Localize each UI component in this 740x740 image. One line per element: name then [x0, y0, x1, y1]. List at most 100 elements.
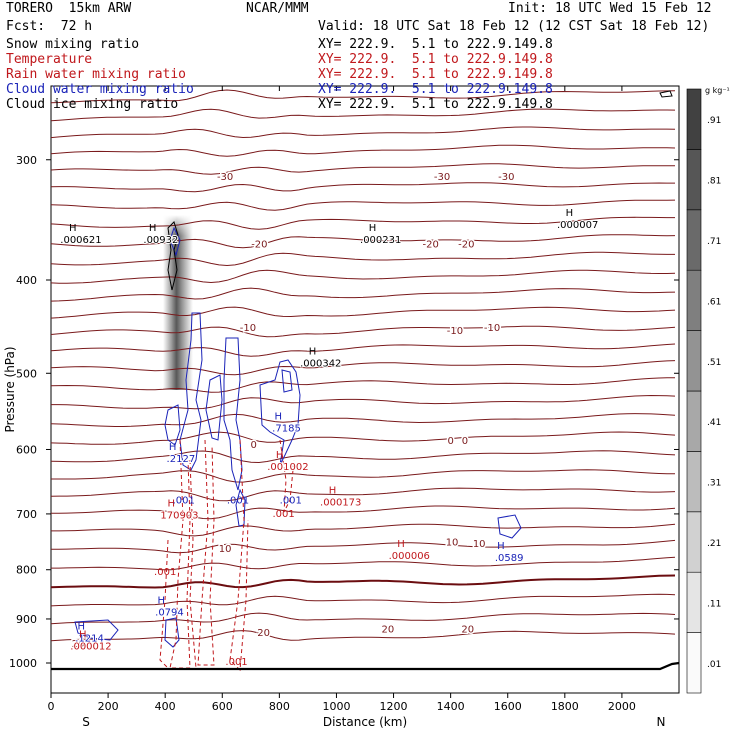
isotherm-line [50, 325, 676, 338]
isotherm-line [51, 539, 676, 554]
cloud-water-contour [179, 312, 203, 471]
x-tick-label: 0 [48, 700, 55, 713]
isotherm-line [50, 182, 675, 193]
y-tick-label: 600 [16, 443, 37, 456]
isotherm-label: 20 [461, 625, 474, 636]
colorbar: .01 .11 .21 .31 .41 .51 .61 .71 .81 .91 g kg⁻¹ [686, 86, 730, 694]
cloud-ice-contour [167, 221, 179, 291]
forecast-hour: Fcst: 72 h [6, 19, 93, 34]
x-tick-label: 1600 [494, 700, 522, 713]
y-tick-label: 800 [16, 564, 37, 577]
colorbar-tick-label: .51 [707, 358, 721, 368]
maximum-value: .1214 [75, 634, 104, 645]
field-snow-label: Snow mixing ratio [6, 37, 140, 52]
x-tick-label: 800 [269, 700, 290, 713]
colorbar-swatch [686, 451, 702, 513]
rain-water-contours [159, 439, 295, 672]
x-tick-label: 200 [98, 700, 119, 713]
maximum-value: .000621 [60, 235, 101, 246]
maximum-value: .000173 [320, 497, 361, 508]
isotherm-label: -10 [447, 326, 463, 337]
colorbar-tick-label: .41 [707, 418, 721, 428]
x-tick-label: 600 [212, 700, 233, 713]
colorbar-swatch [686, 511, 702, 573]
contour-label: .001 [280, 496, 302, 507]
maximum-value: .000342 [300, 359, 341, 370]
isotherm-label: 10 [219, 544, 232, 555]
isotherm-line [50, 612, 676, 625]
cloud-water-contour [497, 514, 522, 539]
cloud-water-contour [223, 337, 243, 491]
colorbar-tick-label: .91 [707, 116, 721, 126]
isotherm-line [50, 360, 676, 376]
maximum-marker: H [79, 629, 87, 640]
colorbar-tick-label: .21 [707, 539, 721, 549]
isotherm-label: -20 [458, 239, 474, 250]
maximum-marker: H [276, 450, 284, 461]
isotherm-label: -30 [434, 172, 450, 183]
maximum-marker: H [566, 208, 574, 219]
y-tick-label: 300 [16, 154, 37, 167]
isotherm-lines [50, 89, 676, 642]
isotherm-line [50, 593, 676, 607]
isotherm-line [50, 163, 676, 175]
isotherm-line [50, 450, 676, 464]
colorbar-swatch [686, 149, 702, 211]
cloud-ice-contours [167, 90, 673, 291]
colorbar-swatch [686, 390, 702, 452]
isotherm-line [51, 505, 676, 520]
isotherm-label: -30 [498, 172, 514, 183]
isotherm-line [50, 269, 676, 284]
cloud-water-contour [164, 617, 180, 648]
maximum-marker: H [369, 223, 377, 234]
isotherm-label: -30 [217, 172, 233, 183]
maximum-marker: H [69, 223, 77, 234]
north-label: N [657, 715, 666, 729]
rain-water-contour [197, 439, 215, 666]
maximum-marker: H [78, 622, 86, 633]
colorbar-swatch [686, 209, 702, 271]
isotherm-line [50, 413, 676, 427]
maximum-marker: H [169, 442, 177, 453]
isotherm-label: 20 [72, 639, 85, 650]
maximum-marker: H [397, 539, 405, 550]
colorbar-swatch [686, 269, 702, 331]
isotherm-line [50, 108, 676, 122]
colorbar-swatch [686, 88, 702, 150]
isotherm-label: 0 [447, 436, 453, 447]
isotherm-label: 20 [381, 625, 394, 636]
maximum-value: .001002 [267, 462, 308, 473]
isotherm-line [50, 234, 676, 249]
y-tick-label: 500 [16, 367, 37, 380]
isotherm-line [50, 431, 676, 445]
isotherm-label: -20 [251, 239, 267, 250]
contour-label: .001 [273, 509, 295, 520]
maximum-marker: H [329, 485, 337, 496]
field-cloudwater-xy: XY= 222.9. 5.1 to 222.9.149.8 [318, 82, 553, 97]
x-tick-label: 1000 [322, 700, 350, 713]
contour-label: .001 [225, 657, 247, 668]
x-tick-label: 400 [155, 700, 176, 713]
colorbar-swatch [686, 571, 702, 633]
maximum-value: 170903 [160, 511, 198, 522]
rain-water-contour [159, 539, 169, 669]
isotherm-label: -20 [422, 239, 438, 250]
colorbar-tick-label: .11 [707, 599, 721, 609]
y-tick-label: 900 [16, 613, 37, 626]
maximum-marker: H [157, 596, 165, 607]
cloud-ice-contour [659, 90, 673, 98]
maximum-value: .2127 [167, 454, 196, 465]
colorbar-tick-label: .61 [707, 297, 721, 307]
y-axis-label: Pressure (hPa) [3, 346, 17, 432]
cloud-water-contours [74, 226, 522, 648]
isotherm-label: 10 [473, 539, 486, 550]
field-rain-label: Rain water mixing ratio [6, 67, 187, 82]
isotherm-line [50, 126, 676, 139]
isotherm-line [50, 144, 676, 157]
colorbar-tick-label: .71 [707, 237, 721, 247]
maximum-value: .000231 [360, 235, 401, 246]
isotherm-line [51, 556, 676, 571]
colorbar-swatch [686, 632, 702, 694]
maximum-marker: H [167, 499, 175, 510]
